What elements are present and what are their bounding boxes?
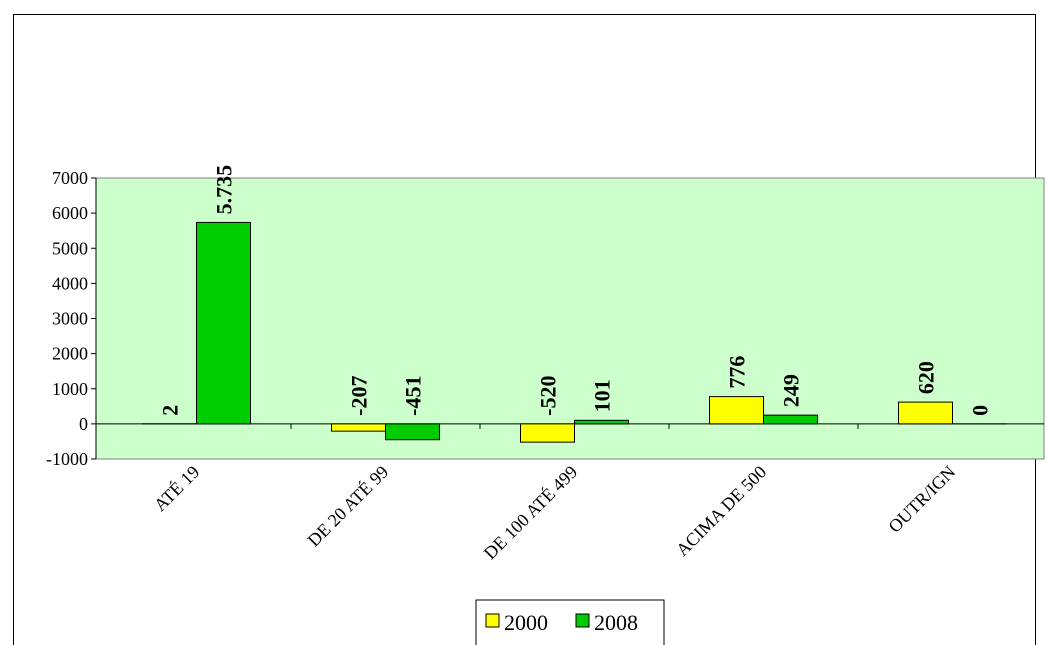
legend-box (475, 599, 665, 645)
value-label: -520 (536, 376, 561, 416)
bar (709, 396, 764, 425)
y-tick-label: 7000 (52, 168, 88, 188)
value-label: -451 (401, 376, 426, 416)
value-label: 249 (779, 374, 804, 407)
value-label: -207 (347, 376, 372, 416)
legend-swatch (485, 613, 500, 628)
value-label: 5.735 (212, 165, 237, 215)
bar (574, 419, 629, 425)
legend-label: 2008 (594, 610, 638, 635)
value-label: 101 (590, 379, 615, 412)
bar (385, 423, 440, 441)
value-label: 2 (158, 405, 183, 416)
x-tick-label: ACIMA DE 500 (672, 462, 770, 560)
y-tick-label: 6000 (52, 203, 88, 223)
y-tick-label: -1000 (46, 449, 88, 469)
y-tick-label: 5000 (52, 238, 88, 258)
x-tick-label: OUTR/IGN (884, 462, 959, 537)
y-tick-label: 0 (79, 414, 88, 434)
plot-area (95, 177, 1045, 460)
y-tick-label: 4000 (52, 273, 88, 293)
x-tick-label: ATÉ 19 (149, 461, 203, 515)
bar (520, 423, 575, 443)
legend-label: 2000 (504, 610, 548, 635)
bar (331, 423, 386, 432)
bar (196, 221, 251, 425)
bar (763, 414, 818, 425)
y-tick-label: 1000 (52, 379, 88, 399)
x-tick-label: DE 100 ATÉ 499 (479, 461, 581, 563)
y-tick-label: 2000 (52, 344, 88, 364)
bar (898, 401, 953, 425)
y-tick-label: 3000 (52, 309, 88, 329)
value-label: 620 (914, 361, 939, 394)
legend-swatch (575, 613, 590, 628)
value-label: 776 (725, 356, 750, 389)
x-tick-label: DE 20 ATÉ 99 (303, 461, 392, 550)
value-label: 0 (968, 405, 993, 416)
